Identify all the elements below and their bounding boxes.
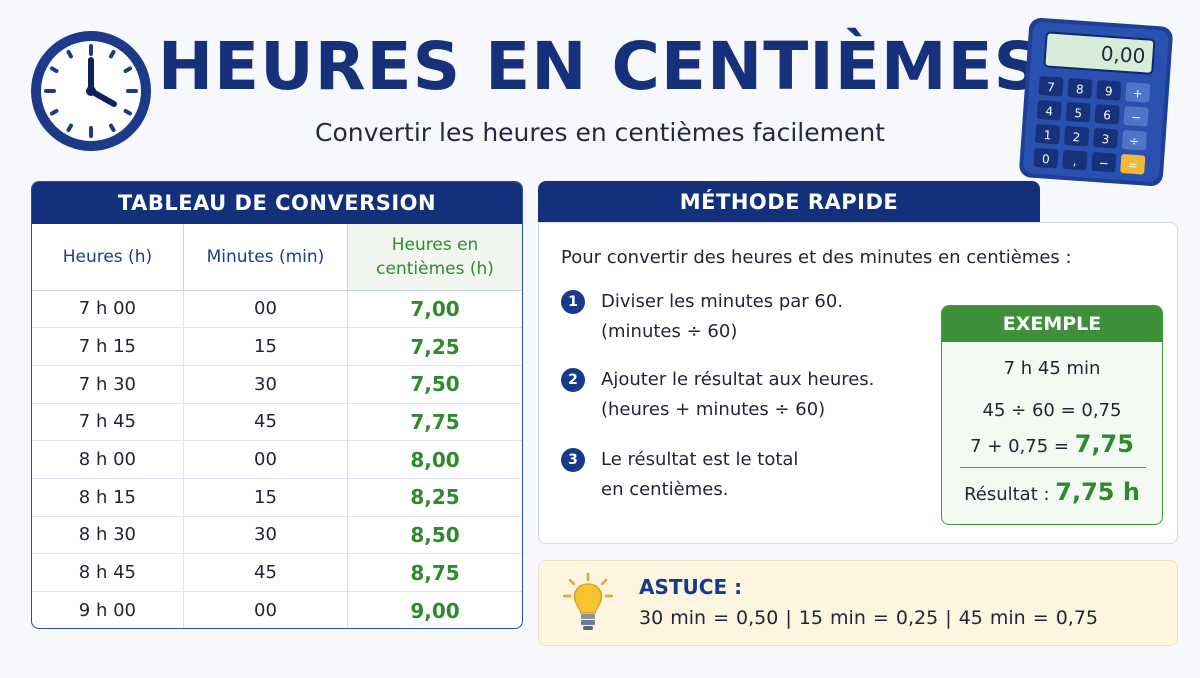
calculator-key-label: = xyxy=(1127,158,1138,173)
cell-minutes: 45 xyxy=(183,403,349,442)
example-box: EXEMPLE 7 h 45 min 45 ÷ 60 = 0,75 7 + 0,… xyxy=(941,305,1163,525)
calculator-key xyxy=(1091,152,1117,173)
calculator-key-label: 7 xyxy=(1047,80,1056,94)
step-number-badge: 1 xyxy=(561,290,585,314)
column-header-centiemes: Heures en centièmes (h) xyxy=(347,224,522,291)
cell-hours: 7 h 00 xyxy=(32,290,184,329)
table-row: 7 h 00 00 7,00 xyxy=(32,290,522,329)
calculator-key xyxy=(1065,102,1091,123)
method-step-3: 3 Le résultat est le total en centièmes. xyxy=(561,445,798,505)
cell-minutes: 30 xyxy=(183,365,349,404)
cell-hours: 8 h 15 xyxy=(32,478,184,517)
table-row: 7 h 30 30 7,50 xyxy=(32,365,522,404)
calculator-key-label: 0 xyxy=(1042,152,1051,166)
cell-centiemes: 8,75 xyxy=(347,553,522,592)
calculator-key xyxy=(1125,82,1151,103)
calculator-key-label: , xyxy=(1072,154,1077,168)
step-number-badge: 3 xyxy=(561,448,585,472)
calculator-key-label: 1 xyxy=(1043,128,1052,142)
lightbulb-icon xyxy=(563,573,613,630)
calculator-key-label: 6 xyxy=(1103,108,1112,122)
table-row: 8 h 00 00 8,00 xyxy=(32,440,522,479)
calculator-key xyxy=(1123,106,1149,127)
example-result: Résultat : 7,75 h xyxy=(964,478,1140,506)
method-step-2: 2 Ajouter le résultat aux heures. (heure… xyxy=(561,365,874,425)
cell-minutes: 15 xyxy=(183,478,349,517)
calculator-key-label: 9 xyxy=(1104,84,1113,98)
method-title: MÉTHODE RAPIDE xyxy=(538,181,1040,223)
table-row: 8 h 45 45 8,75 xyxy=(32,553,522,592)
cell-hours: 8 h 30 xyxy=(32,516,184,555)
cell-hours: 8 h 45 xyxy=(32,553,184,592)
table-row: 9 h 00 00 9,00 xyxy=(32,591,522,628)
tip-box: ASTUCE : 30 min = 0,50 | 15 min = 0,25 |… xyxy=(538,560,1178,646)
method-intro: Pour convertir des heures et des minutes… xyxy=(561,247,1072,268)
cell-minutes: 15 xyxy=(183,327,349,366)
example-calc-1: 45 ÷ 60 = 0,75 xyxy=(982,400,1122,421)
calculator-key-label: − xyxy=(1098,156,1109,171)
tip-text: 30 min = 0,50 | 15 min = 0,25 | 45 min =… xyxy=(639,607,1099,629)
calculator-key-label: 5 xyxy=(1074,106,1083,120)
column-header-minutes: Minutes (min) xyxy=(183,224,349,291)
cell-minutes: 00 xyxy=(183,440,349,479)
table-row: 7 h 15 15 7,25 xyxy=(32,327,522,366)
calculator-key xyxy=(1062,150,1088,171)
method-step-1: 1 Diviser les minutes par 60. (minutes ÷… xyxy=(561,287,843,347)
calculator-display: 0,00 xyxy=(1100,41,1146,68)
page-subtitle: Convertir les heures en centièmes facile… xyxy=(315,118,885,147)
example-divider xyxy=(960,467,1146,468)
calculator-key xyxy=(1035,124,1061,145)
table-row: 7 h 45 45 7,75 xyxy=(32,403,522,442)
cell-hours: 9 h 00 xyxy=(32,591,184,628)
table-row: 8 h 15 15 8,25 xyxy=(32,478,522,517)
cell-hours: 8 h 00 xyxy=(32,440,184,479)
step-number-badge: 2 xyxy=(561,368,585,392)
table-row: 8 h 30 30 8,50 xyxy=(32,516,522,555)
cell-centiemes: 7,50 xyxy=(347,365,522,404)
tip-title: ASTUCE : xyxy=(639,575,743,599)
calculator-key-label: 2 xyxy=(1072,130,1081,144)
example-time: 7 h 45 min xyxy=(1003,358,1101,379)
calculator-key xyxy=(1094,104,1120,125)
cell-centiemes: 7,00 xyxy=(347,290,522,329)
calculator-key xyxy=(1121,130,1147,151)
calculator-key-label: ÷ xyxy=(1129,134,1140,149)
cell-minutes: 00 xyxy=(183,290,349,329)
example-calc-2: 7 + 0,75 = 7,75 xyxy=(970,430,1134,458)
calculator-key-label: 3 xyxy=(1101,132,1110,146)
cell-minutes: 45 xyxy=(183,553,349,592)
cell-centiemes: 7,25 xyxy=(347,327,522,366)
calculator-key xyxy=(1067,78,1093,99)
calculator-key xyxy=(1120,154,1146,175)
cell-centiemes: 7,75 xyxy=(347,403,522,442)
calculator-key-label: 8 xyxy=(1076,82,1085,96)
conversion-table: Heures (h) Minutes (min) Heures en centiè… xyxy=(32,224,522,628)
calculator-key-label: 4 xyxy=(1045,104,1054,118)
cell-centiemes: 9,00 xyxy=(410,598,460,623)
calculator-key xyxy=(1064,126,1089,147)
conversion-table-title: TABLEAU DE CONVERSION xyxy=(32,182,522,224)
calculator-key xyxy=(1096,80,1122,101)
calculator-key-label: + xyxy=(1132,86,1143,101)
cell-minutes: 00 xyxy=(183,591,349,628)
calculator-key-label: − xyxy=(1131,110,1142,125)
calculator-key xyxy=(1036,100,1062,121)
clock-icon xyxy=(31,31,151,151)
cell-hours: 7 h 30 xyxy=(32,365,184,404)
cell-minutes: 30 xyxy=(183,516,349,555)
column-header-hours: Heures (h) xyxy=(32,224,184,291)
cell-centiemes: 8,25 xyxy=(347,478,522,517)
page-title: HEURES EN CENTIÈMES xyxy=(157,28,1043,105)
cell-hours: 7 h 15 xyxy=(32,327,184,366)
method-card: Pour convertir des heures et des minutes… xyxy=(538,222,1178,544)
calculator-key xyxy=(1033,148,1059,169)
calculator-icon: 0,00 7 8 9 +4 5 6 − 1 2 3 ÷ 0, − = xyxy=(1019,17,1173,187)
calculator-key xyxy=(1038,76,1064,97)
cell-centiemes: 8,00 xyxy=(347,440,522,479)
cell-hours: 7 h 45 xyxy=(32,403,184,442)
conversion-table-card: TABLEAU DE CONVERSION Heures (h) Minutes… xyxy=(31,181,523,629)
cell-centiemes: 8,50 xyxy=(347,516,522,555)
example-title: EXEMPLE xyxy=(942,306,1162,342)
calculator-key xyxy=(1093,128,1118,149)
